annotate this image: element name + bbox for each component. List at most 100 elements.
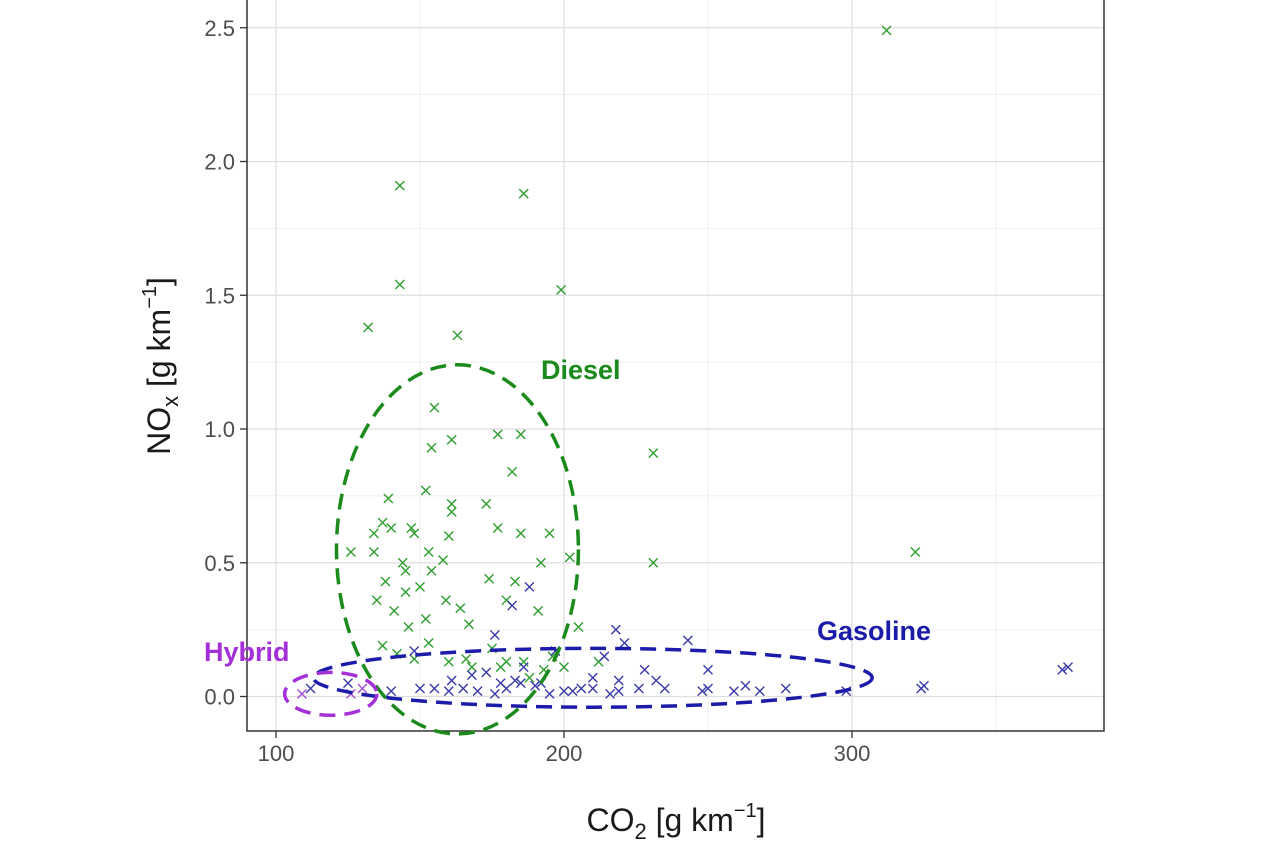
minor-gridlines (247, 0, 1104, 731)
data-point (461, 654, 472, 665)
data-point (599, 651, 610, 662)
data-point (556, 284, 567, 295)
data-point (544, 688, 555, 699)
data-point (484, 573, 495, 584)
y-tick-label: 2.5 (204, 16, 235, 41)
data-point (426, 442, 437, 453)
data-point (639, 664, 650, 675)
x-tick-label: 300 (834, 741, 871, 766)
data-point (495, 678, 506, 689)
data-point (515, 429, 526, 440)
data-point (377, 640, 388, 651)
data-point (466, 662, 477, 673)
data-point (515, 678, 526, 689)
data-point (481, 667, 492, 678)
data-point (429, 683, 440, 694)
data-point (576, 683, 587, 694)
data-point (919, 680, 929, 691)
major-gridlines (247, 0, 1104, 731)
series-diesel (345, 25, 921, 683)
data-point (740, 680, 751, 691)
data-point (564, 552, 575, 563)
data-point (489, 688, 500, 699)
data-point (409, 528, 420, 539)
gasoline-label: Gasoline (817, 616, 931, 646)
data-point (492, 429, 503, 440)
data-point (507, 466, 518, 477)
data-point (613, 686, 624, 697)
y-tick-label: 1.0 (204, 417, 235, 442)
data-point (559, 686, 569, 697)
data-point (1057, 664, 1068, 675)
data-point (406, 522, 417, 533)
data-point (613, 675, 624, 686)
data-point (389, 605, 400, 616)
data-point (605, 688, 616, 699)
data-point (423, 638, 434, 648)
data-point (400, 587, 411, 598)
data-point (587, 683, 598, 694)
data-point (463, 619, 474, 630)
hybrid-ellipse (282, 670, 379, 717)
data-point (357, 683, 368, 694)
data-point (397, 557, 408, 568)
x-tick-label: 100 (258, 741, 295, 766)
data-point (440, 595, 451, 606)
data-point (446, 498, 457, 509)
data-point (455, 603, 466, 614)
data-point (619, 638, 630, 648)
data-point (363, 322, 374, 333)
data-point (443, 686, 454, 697)
data-point (371, 595, 382, 606)
data-point (510, 576, 521, 587)
data-point (659, 683, 670, 694)
data-point (728, 686, 739, 697)
data-point (533, 605, 544, 616)
data-point (443, 531, 454, 541)
data-point (651, 675, 662, 686)
data-point (544, 528, 555, 539)
data-point (415, 581, 425, 592)
data-point (524, 581, 535, 592)
data-point (458, 683, 469, 694)
data-point (567, 686, 578, 697)
data-point (524, 672, 535, 683)
axis-ticks: 100 200 300 0.0 0.5 1.0 1.5 2.0 2.5 (204, 16, 870, 766)
data-point (610, 624, 621, 635)
data-point (296, 688, 307, 699)
data-point (881, 25, 892, 36)
data-point (420, 485, 431, 496)
data-point (648, 557, 659, 568)
data-point (648, 448, 659, 459)
y-tick-label: 2.0 (204, 150, 235, 175)
data-point (481, 498, 492, 509)
data-point (495, 662, 506, 673)
y-tick-label: 0.5 (204, 551, 235, 576)
data-point (429, 402, 440, 413)
data-point (535, 557, 546, 568)
diesel-ellipse (334, 363, 581, 736)
data-point (587, 672, 598, 683)
data-point (466, 670, 477, 681)
data-point (386, 686, 397, 697)
data-point (515, 528, 526, 539)
gasoline-ellipse (311, 646, 874, 709)
data-point (403, 621, 414, 632)
data-point (394, 279, 405, 290)
data-point (452, 330, 463, 341)
data-point (345, 547, 356, 558)
series-gasoline (305, 581, 1073, 699)
data-point (559, 662, 569, 673)
data-point (426, 565, 437, 576)
data-point (492, 522, 503, 533)
data-point (518, 662, 529, 673)
data-point (446, 434, 457, 445)
data-point (400, 565, 411, 576)
data-point (910, 547, 921, 558)
data-point (633, 683, 644, 694)
data-point (368, 547, 379, 558)
data-point (1063, 662, 1073, 673)
data-point (703, 664, 713, 675)
data-point (518, 188, 529, 199)
